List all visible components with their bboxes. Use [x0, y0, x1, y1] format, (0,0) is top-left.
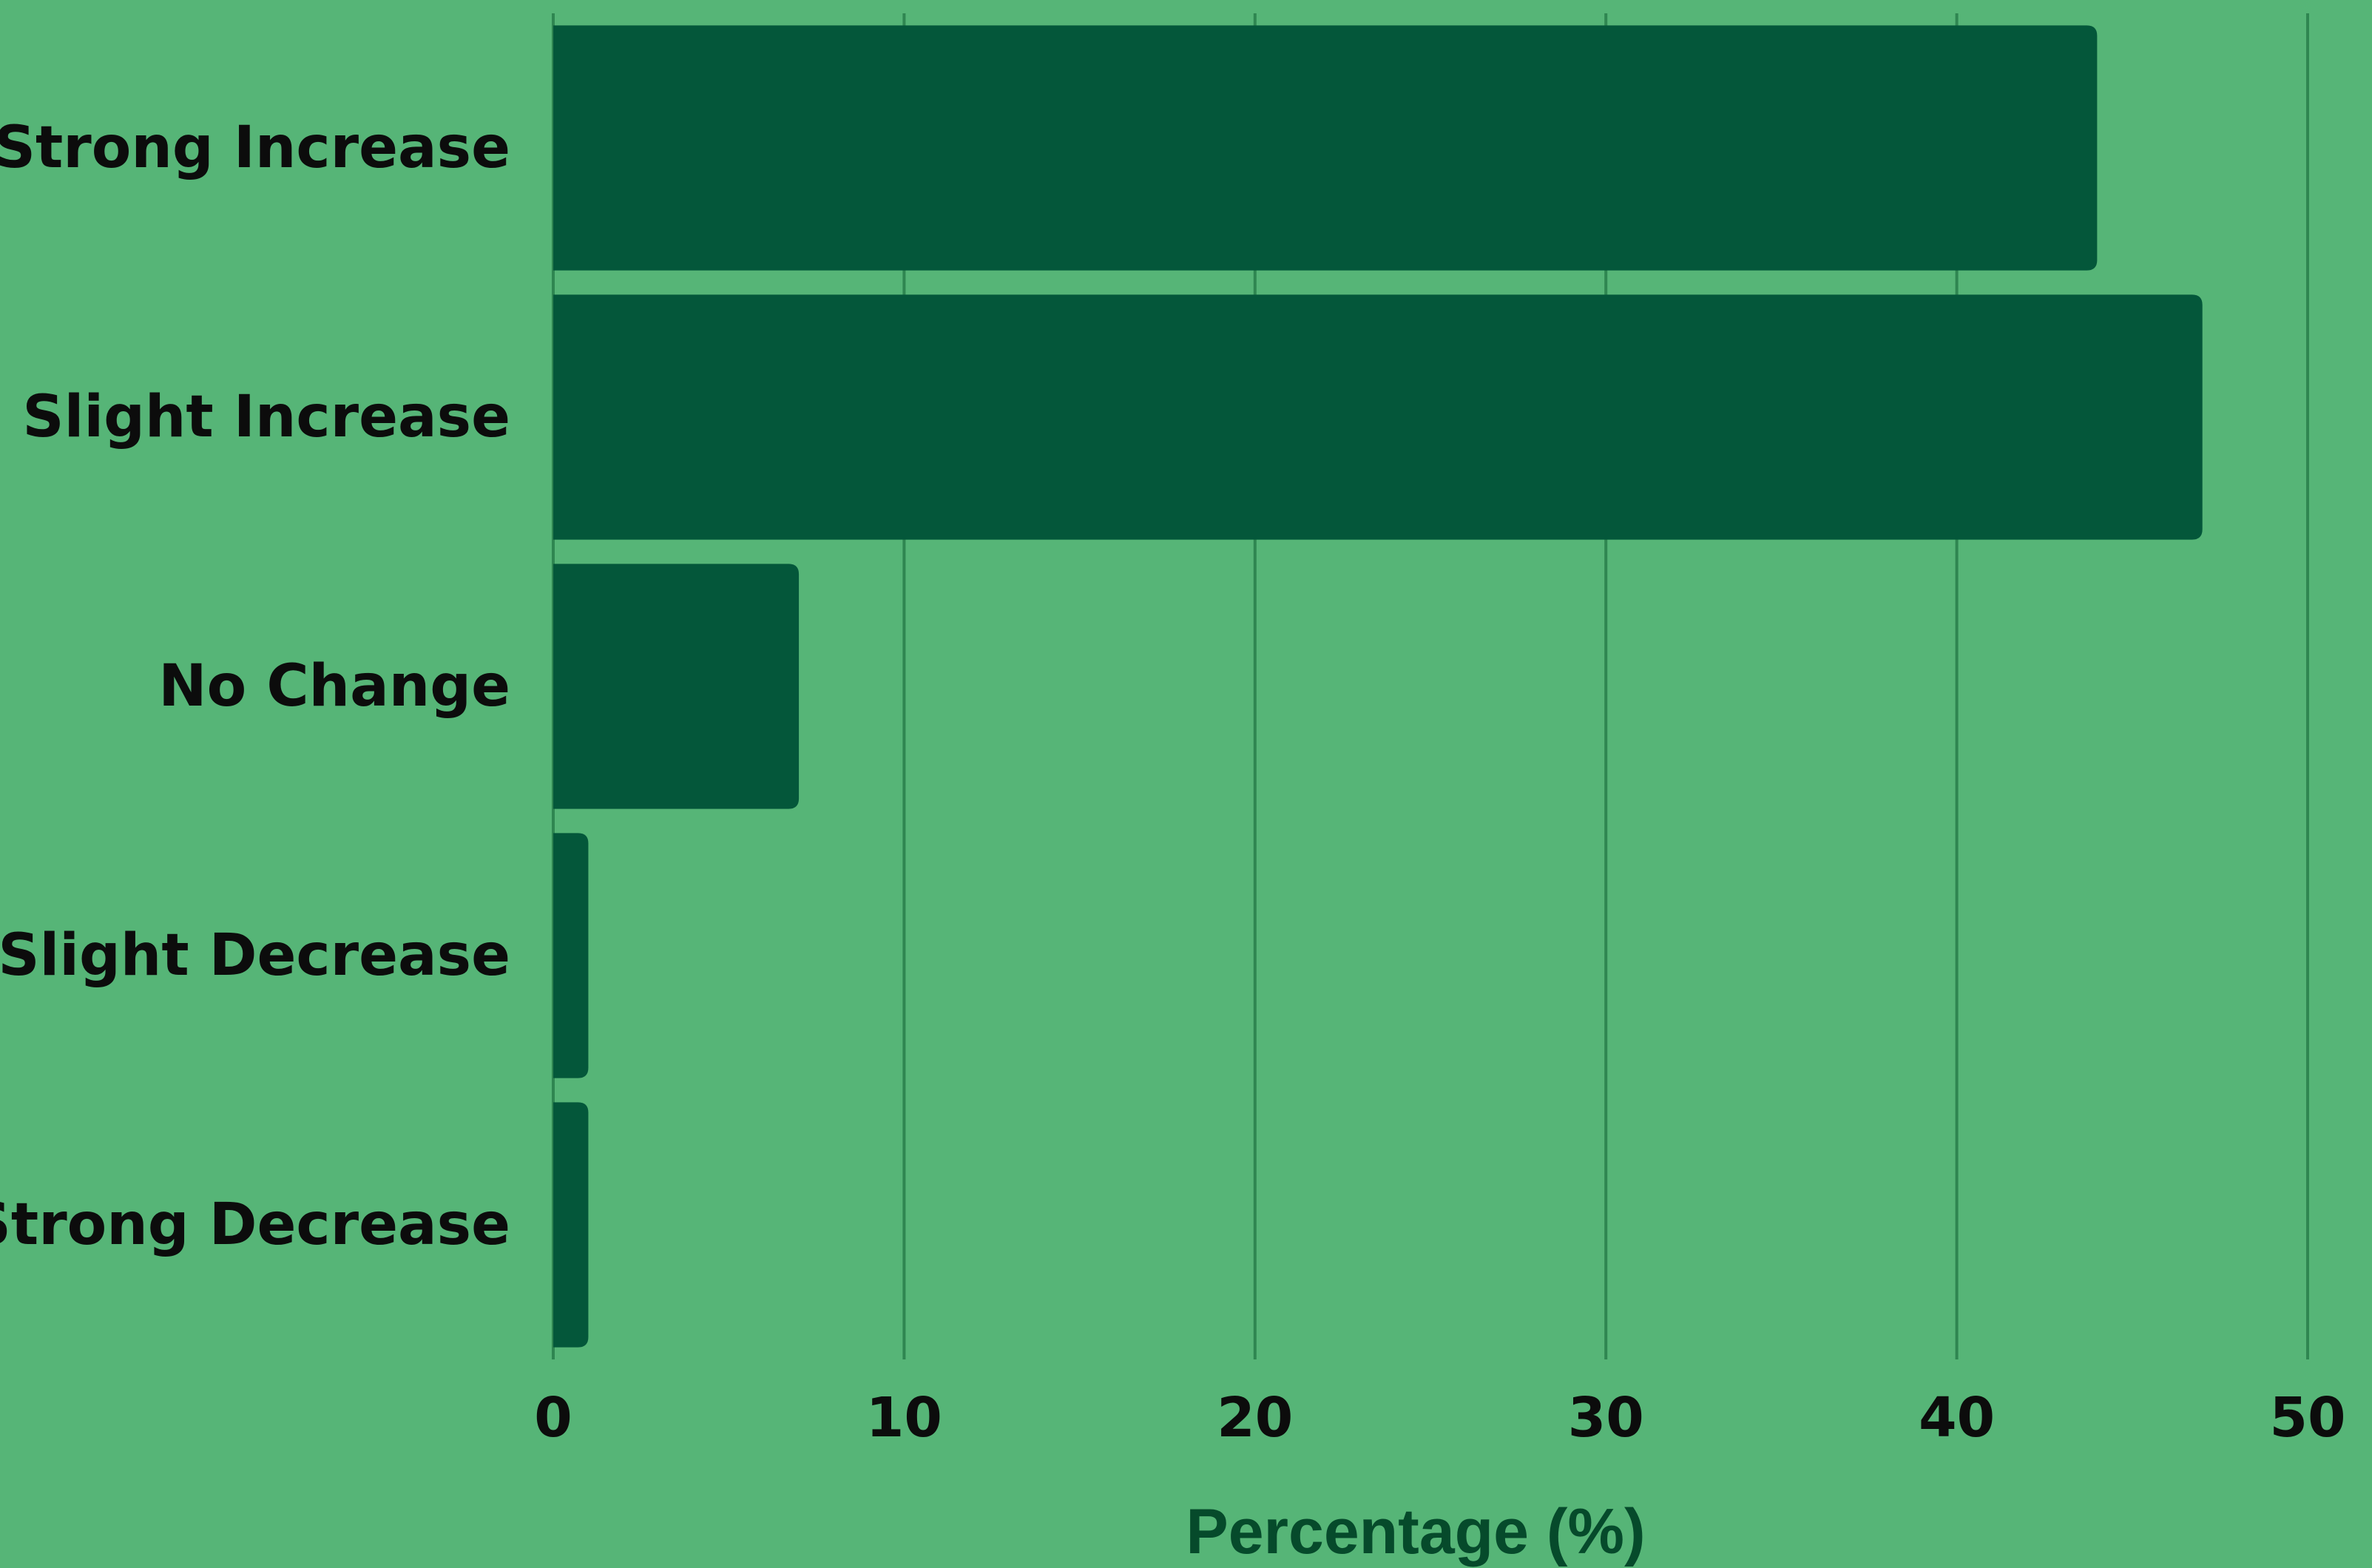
bars [553, 25, 2203, 1348]
x-tick-label: 50 [2270, 1386, 2346, 1450]
x-tick-label: 40 [1919, 1386, 1995, 1450]
bar-no-change [553, 564, 800, 809]
x-tick-labels: 0 10 20 30 40 50 [534, 1386, 2345, 1450]
bar-slight-increase [553, 294, 2203, 540]
category-label: No Change [158, 653, 510, 720]
category-labels: Strong Increase Slight Increase No Change S… [0, 115, 510, 1258]
category-label: Slight Decrease [0, 922, 510, 989]
x-tick-label: 30 [1568, 1386, 1644, 1450]
x-tick-label: 10 [866, 1386, 942, 1450]
category-label: Strong Increase [0, 115, 510, 181]
bar-strong-increase [553, 25, 2098, 271]
category-label: Strong Decrease [0, 1192, 510, 1258]
bar-strong-decrease [553, 1102, 589, 1348]
bar-slight-decrease [553, 833, 589, 1078]
x-tick-label: 20 [1217, 1386, 1293, 1450]
x-axis-title: Percentage (%) [1186, 1496, 1645, 1567]
category-label: Slight Increase [22, 384, 510, 450]
x-tick-label: 0 [534, 1386, 572, 1450]
